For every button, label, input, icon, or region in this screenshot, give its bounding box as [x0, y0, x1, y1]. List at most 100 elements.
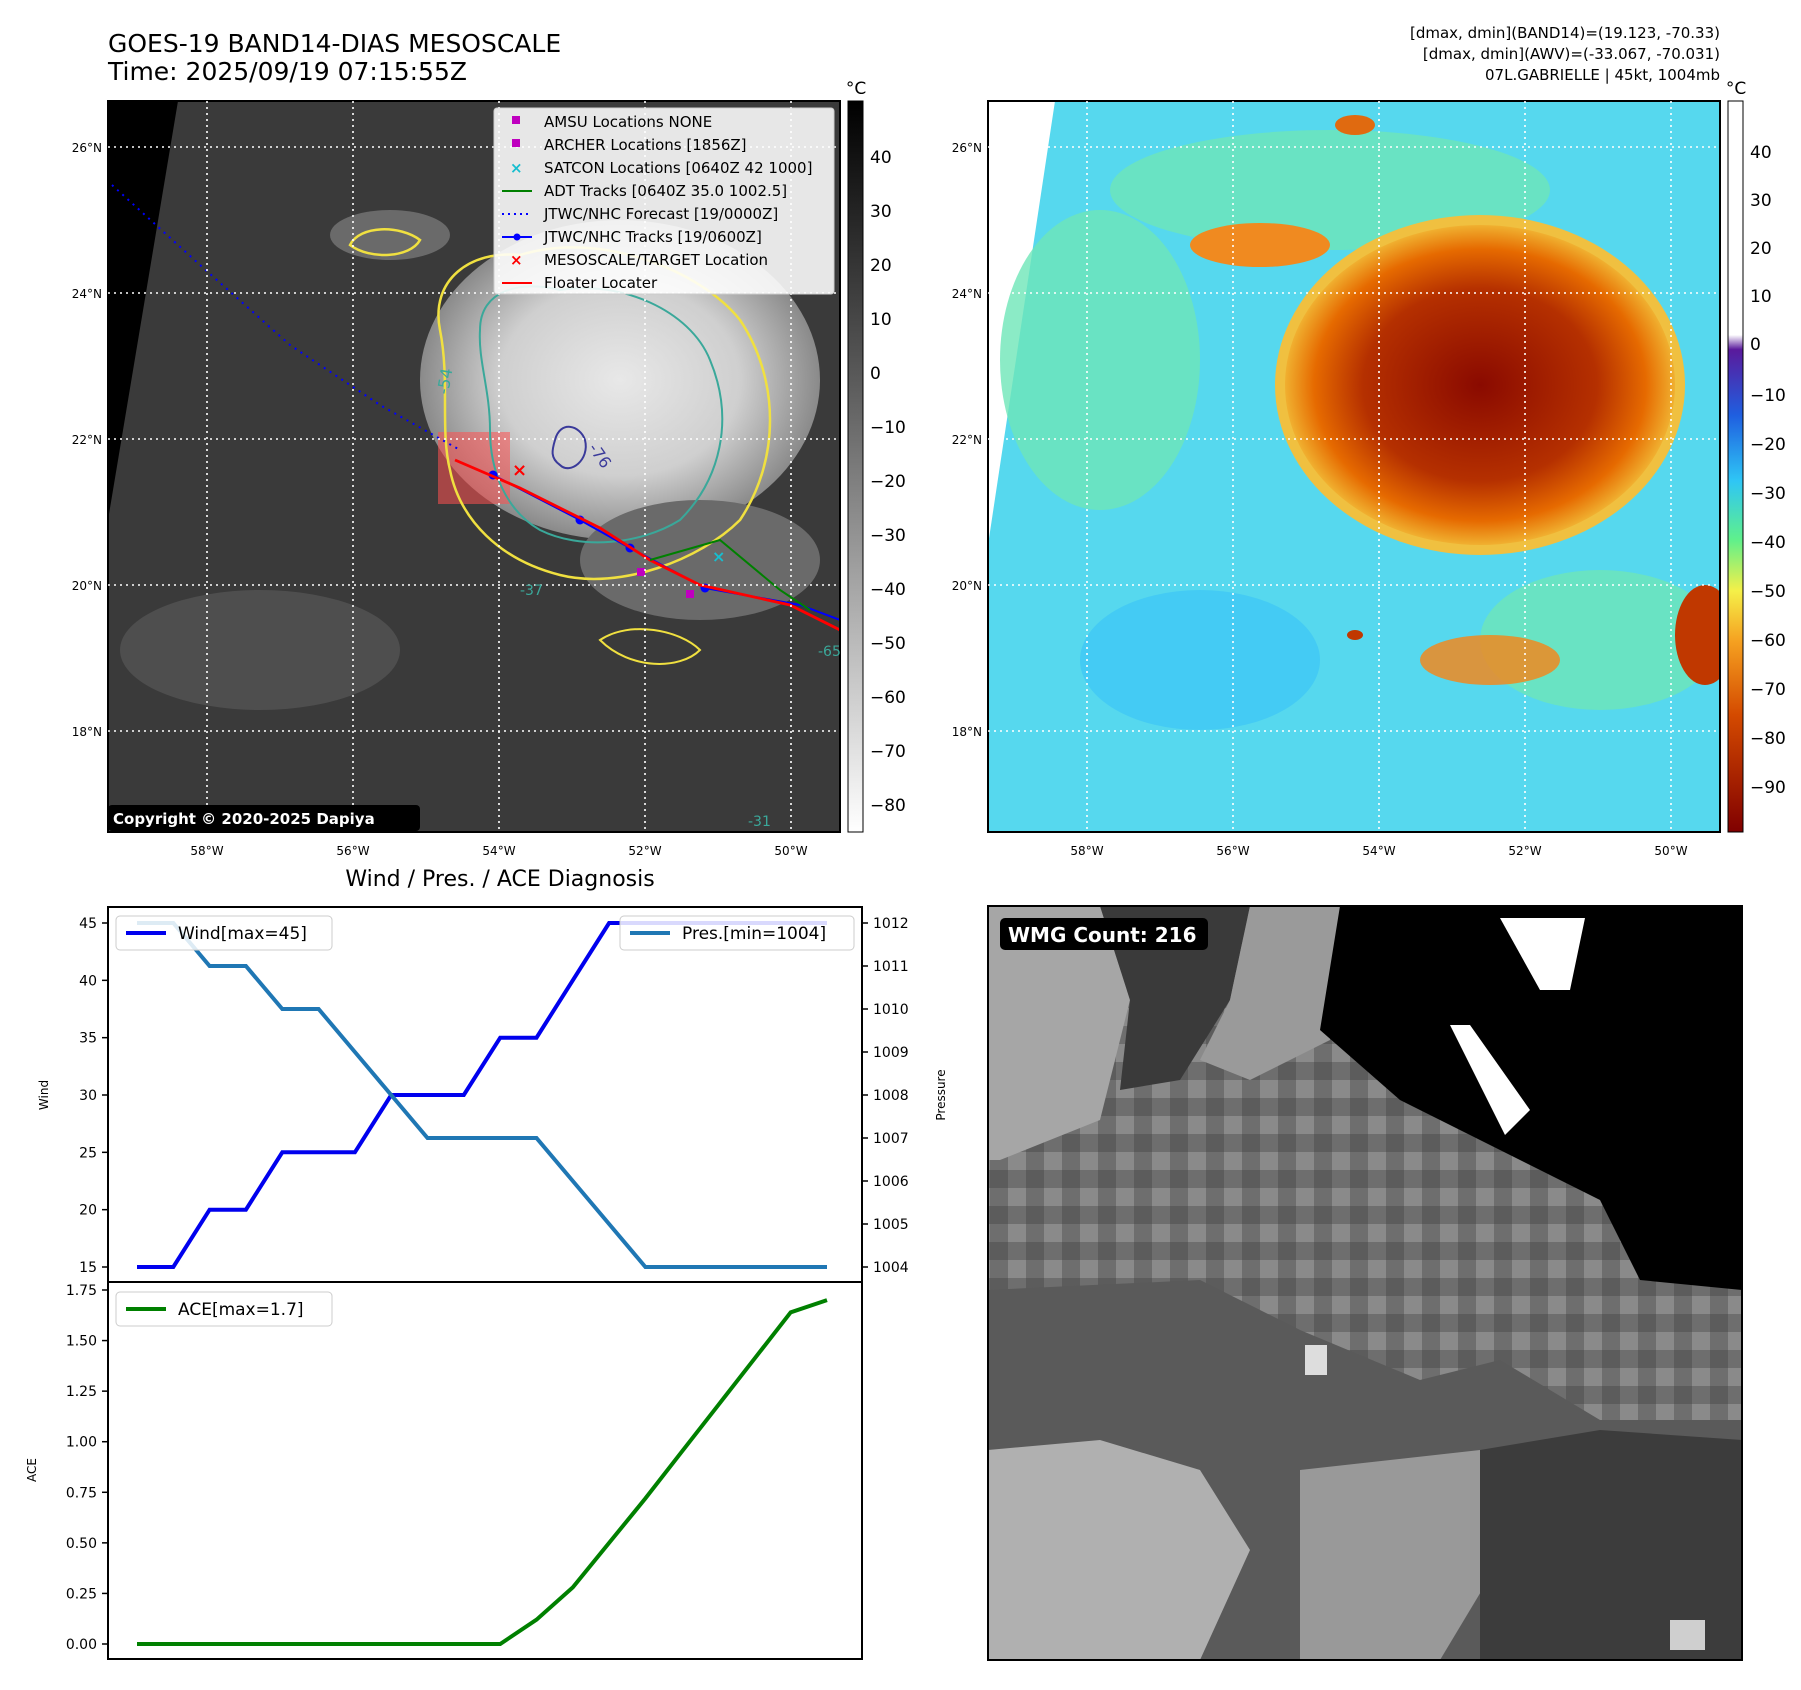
axis-tick-label: 1009: [873, 1045, 909, 1061]
contour-label: -31: [748, 814, 771, 830]
wv-map: 26°N 24°N 22°N 20°N 18°N 58°W 56°W 54°W …: [952, 79, 1786, 858]
ir-legend: AMSU Locations NONE ARCHER Locations [18…: [493, 107, 835, 295]
svg-text:×: ×: [712, 547, 725, 566]
colorbar-unit: °C: [846, 79, 866, 99]
wv-lon-label: 58°W: [1070, 844, 1103, 858]
wv-lon-label: 50°W: [1654, 844, 1687, 858]
colorbar-tick: −50: [1750, 582, 1786, 602]
colorbar-tick: −80: [1750, 729, 1786, 749]
axis-tick-label: 15: [79, 1260, 97, 1276]
contour-label: -54: [433, 367, 456, 396]
colorbar-tick: 20: [870, 256, 892, 276]
colorbar-tick: −90: [1750, 778, 1786, 798]
axis-tick-label: 30: [79, 1088, 97, 1104]
colorbar-tick: −70: [1750, 680, 1786, 700]
wind-legend: Wind[max=45]: [115, 915, 333, 951]
ir-lat-label: 18°N: [72, 725, 102, 739]
main-title: GOES-19 BAND14-DIAS MESOSCALE: [108, 29, 561, 58]
axis-tick-label: 40: [79, 973, 97, 989]
axis-tick-label: 1011: [873, 959, 909, 975]
square-marker-icon: [512, 139, 520, 147]
colorbar-unit: °C: [1726, 79, 1746, 99]
ir-lon-label: 58°W: [190, 844, 223, 858]
colorbar-tick: 20: [1750, 239, 1772, 259]
axis-tick-label: 1.25: [66, 1384, 97, 1400]
ir-map: × × 26°N 24°N 22°N 20°N 18°N 58°W 56°W 5…: [72, 79, 906, 858]
wv-lat-label: 24°N: [952, 287, 982, 301]
ir-lat-label: 26°N: [72, 141, 102, 155]
svg-text:×: ×: [512, 460, 527, 481]
legend-label: SATCON Locations [0640Z 42 1000]: [544, 159, 812, 177]
axis-tick-label: 0.25: [66, 1586, 97, 1602]
colorbar-tick: −70: [870, 742, 906, 762]
axis-tick-label: 1004: [873, 1260, 909, 1276]
ace-legend: ACE[max=1.7]: [115, 1291, 333, 1327]
colorbar-tick: 40: [1750, 143, 1772, 163]
legend-label: JTWC/NHC Forecast [19/0000Z]: [543, 205, 778, 223]
colorbar-tick: 40: [870, 148, 892, 168]
contour-label: -37: [520, 583, 543, 599]
info-band14: [dmax, dmin](BAND14)=(19.123, -70.33): [1410, 24, 1720, 42]
legend-label: AMSU Locations NONE: [544, 113, 712, 131]
colorbar-tick: −30: [870, 526, 906, 546]
axis-tick-label: 0.00: [66, 1637, 97, 1653]
colorbar-tick: −40: [1750, 533, 1786, 553]
colorbar-tick: 10: [870, 310, 892, 330]
wind-legend-label: Wind[max=45]: [178, 924, 307, 944]
colorbar-tick: −50: [870, 634, 906, 654]
legend-label: JTWC/NHC Tracks [19/0600Z]: [543, 228, 762, 246]
colorbar-tick: −80: [870, 796, 906, 816]
axis-tick-label: 1.50: [66, 1334, 97, 1350]
pressure-ylabel: Pressure: [934, 1069, 948, 1120]
time-title: Time: 2025/09/19 07:15:55Z: [107, 57, 467, 86]
wmg-count-label: WMG Count: 216: [1008, 923, 1197, 947]
copyright-label: Copyright © 2020-2025 Dapiya: [113, 810, 375, 828]
colorbar-tick: −60: [1750, 631, 1786, 651]
ace-series-line: [137, 1298, 828, 1646]
wv-lat-label: 26°N: [952, 141, 982, 155]
wind-tick-labels: 45 40 35 30 25 20 15: [79, 916, 108, 1276]
square-marker-icon: [512, 116, 520, 124]
diagnosis-title: Wind / Pres. / ACE Diagnosis: [345, 867, 654, 892]
ace-ylabel: ACE: [25, 1458, 39, 1482]
wind-pressure-axes: [107, 906, 863, 1283]
colorbar-tick: −10: [870, 418, 906, 438]
wind-ylabel: Wind: [37, 1080, 51, 1110]
info-awv: [dmax, dmin](AWV)=(-33.067, -70.031): [1423, 45, 1720, 63]
ace-legend-label: ACE[max=1.7]: [178, 1300, 304, 1320]
colorbar-tick: −40: [870, 580, 906, 600]
pressure-series-line: [137, 921, 827, 1269]
legend-label: ARCHER Locations [1856Z]: [544, 136, 747, 154]
axis-tick-label: 1005: [873, 1217, 909, 1233]
colorbar-tick: −20: [870, 472, 906, 492]
ace-axes: [107, 1281, 863, 1660]
axis-tick-label: 1007: [873, 1131, 909, 1147]
ir-lat-label: 22°N: [72, 433, 102, 447]
wv-lon-label: 56°W: [1216, 844, 1249, 858]
colorbar-tick: −60: [870, 688, 906, 708]
contour-label: -65: [818, 644, 841, 660]
axis-tick-label: 0.75: [66, 1485, 97, 1501]
ir-lat-label: 20°N: [72, 579, 102, 593]
wv-lat-label: 22°N: [952, 433, 982, 447]
pressure-tick-labels: 1012 1011 1010 1009 1008 1007 1006 1005 1004: [862, 916, 909, 1276]
wv-lat-label: 18°N: [952, 725, 982, 739]
colorbar-tick: 30: [1750, 191, 1772, 211]
axis-tick-label: 0.50: [66, 1536, 97, 1552]
colorbar-tick: −30: [1750, 484, 1786, 504]
axis-tick-label: 1006: [873, 1174, 909, 1190]
colorbar-tick: 10: [1750, 287, 1772, 307]
colorbar-tick: −10: [1750, 386, 1786, 406]
info-storm: 07L.GABRIELLE | 45kt, 1004mb: [1485, 66, 1720, 84]
colorbar-tick: −20: [1750, 435, 1786, 455]
ir-lat-label: 24°N: [72, 287, 102, 301]
legend-label: ADT Tracks [0640Z 35.0 1002.5]: [544, 182, 787, 200]
ir-lon-label: 52°W: [628, 844, 661, 858]
pressure-legend-label: Pres.[min=1004]: [682, 924, 826, 944]
wv-lon-label: 54°W: [1362, 844, 1395, 858]
axis-tick-label: 35: [79, 1031, 97, 1047]
legend-label: MESOSCALE/TARGET Location: [544, 251, 768, 269]
wv-colorbar: °C 40 30 20 10 0 −10 −20 −30 −40 −50 −60…: [1726, 79, 1786, 833]
axis-tick-label: 1010: [873, 1002, 909, 1018]
